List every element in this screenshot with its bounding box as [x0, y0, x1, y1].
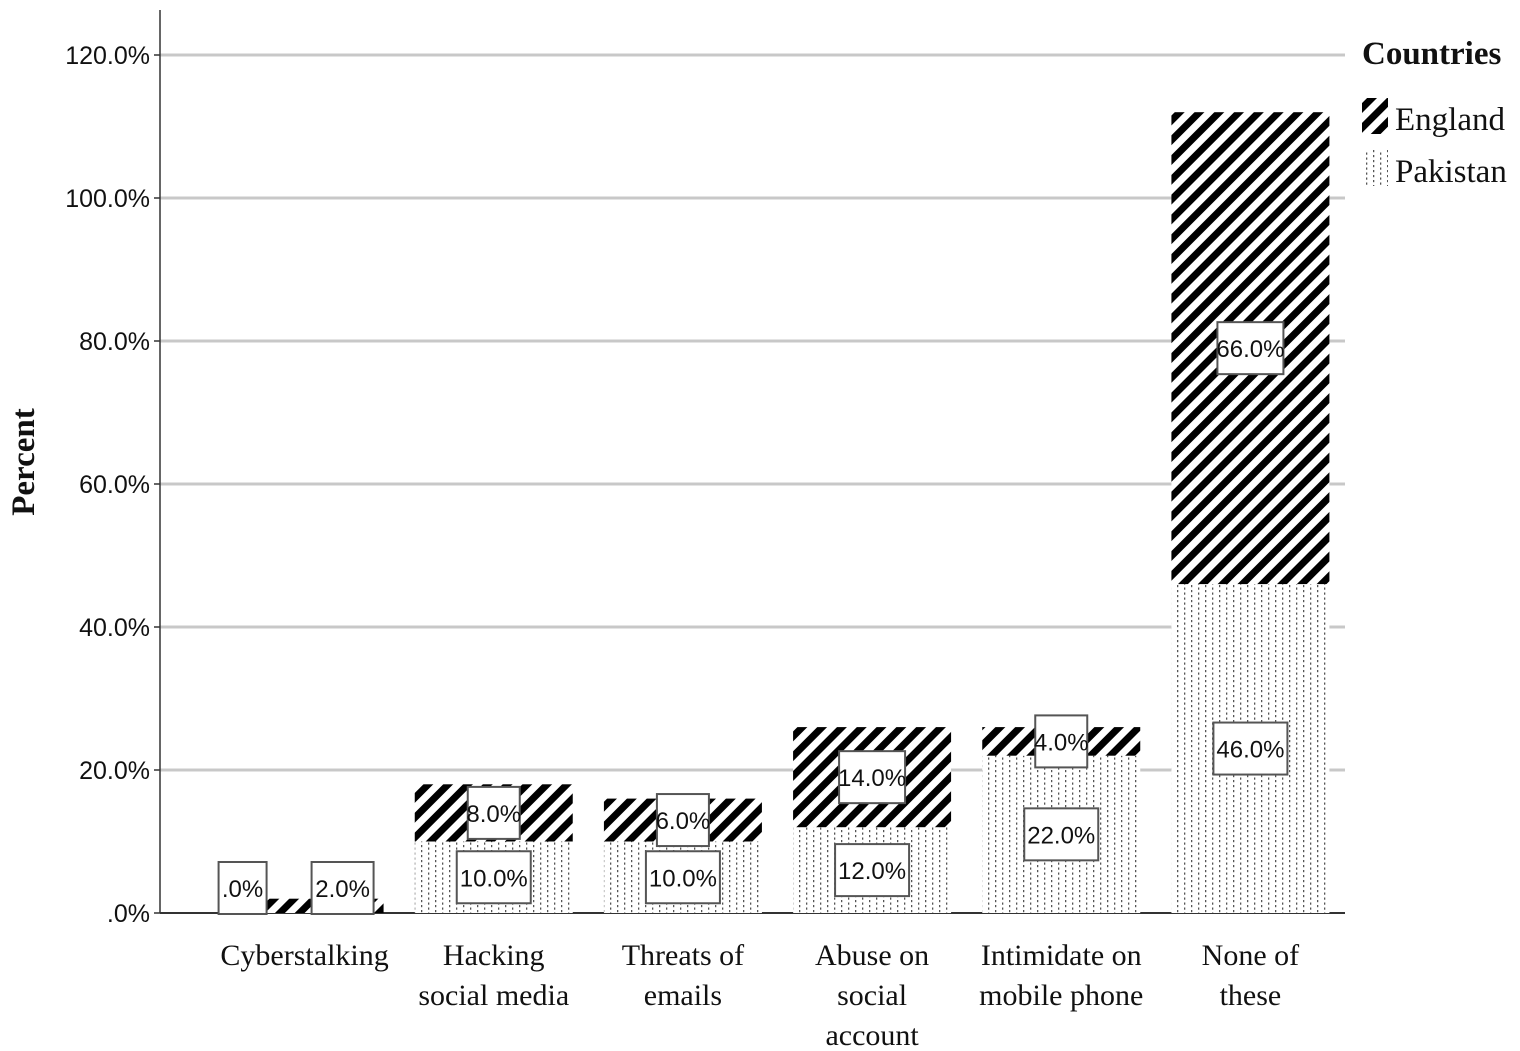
data-label-pakistan: 10.0%	[460, 865, 528, 892]
data-label-pakistan: 46.0%	[1216, 737, 1284, 764]
legend-label-england: England	[1395, 102, 1505, 138]
data-label-england: 8.0%	[466, 801, 521, 828]
y-tick-label: 60.0%	[79, 471, 150, 499]
data-label-pakistan-box	[834, 843, 911, 898]
x-category-label: Abuse on social account	[815, 939, 929, 1051]
y-axis-label: Percent	[6, 408, 42, 516]
gridlines	[160, 53, 1345, 772]
data-label-england: 6.0%	[656, 808, 711, 835]
data-label-pakistan-box	[217, 861, 268, 915]
x-category-label: Hacking social media	[418, 939, 569, 1012]
data-label-pakistan-box	[455, 850, 532, 905]
data-label-england-box	[466, 785, 521, 840]
data-label-england: 4.0%	[1034, 729, 1089, 756]
axes: .0% 20.0% 40.0% 60.0% 80.0% 100.0% 120.0%	[65, 10, 1345, 928]
data-label-england: 66.0%	[1216, 336, 1284, 363]
x-category-label: Cyberstalking	[220, 939, 388, 972]
category-labels: Cyberstalking Hacking social media Threats …	[220, 939, 1299, 1051]
y-tick-label: 40.0%	[79, 614, 150, 642]
bars	[225, 112, 1330, 913]
data-labels: .0% 2.0% 10.0% 8.0% 10.0% 6.0% 12.0% 14.0% 22.0%…	[217, 321, 1289, 915]
legend-swatch-pakistan	[1362, 150, 1388, 186]
data-label-pakistan: 10.0%	[649, 865, 717, 892]
x-category-label: None of these	[1202, 939, 1299, 1012]
data-label-pakistan-box	[1023, 807, 1100, 862]
x-category-label: Threats of emails	[622, 939, 744, 1012]
data-label-england-box	[1216, 321, 1285, 376]
legend: Countries England Pakistan	[1362, 36, 1507, 190]
y-tick-label: 120.0%	[65, 42, 150, 70]
y-tick-label: 20.0%	[79, 757, 150, 785]
data-label-pakistan: 12.0%	[838, 858, 906, 885]
y-tick-label: 80.0%	[79, 328, 150, 356]
y-tick-label: .0%	[107, 900, 150, 928]
data-label-england-box	[310, 861, 375, 915]
data-label-england-box	[838, 750, 907, 805]
legend-title: Countries	[1362, 36, 1501, 72]
data-label-pakistan: .0%	[222, 876, 263, 903]
data-label-england: 14.0%	[838, 765, 906, 792]
data-label-pakistan-box	[1212, 721, 1289, 776]
legend-swatch-england	[1362, 98, 1388, 134]
data-label-england: 2.0%	[315, 876, 370, 903]
x-category-label: Intimidate on mobile phone	[979, 939, 1143, 1012]
legend-label-pakistan: Pakistan	[1395, 154, 1507, 190]
data-label-england-box	[1034, 714, 1089, 769]
y-tick-label: 100.0%	[65, 185, 150, 213]
data-label-england-box	[655, 793, 710, 848]
data-label-pakistan-box	[644, 850, 721, 905]
data-label-pakistan: 22.0%	[1027, 822, 1095, 849]
